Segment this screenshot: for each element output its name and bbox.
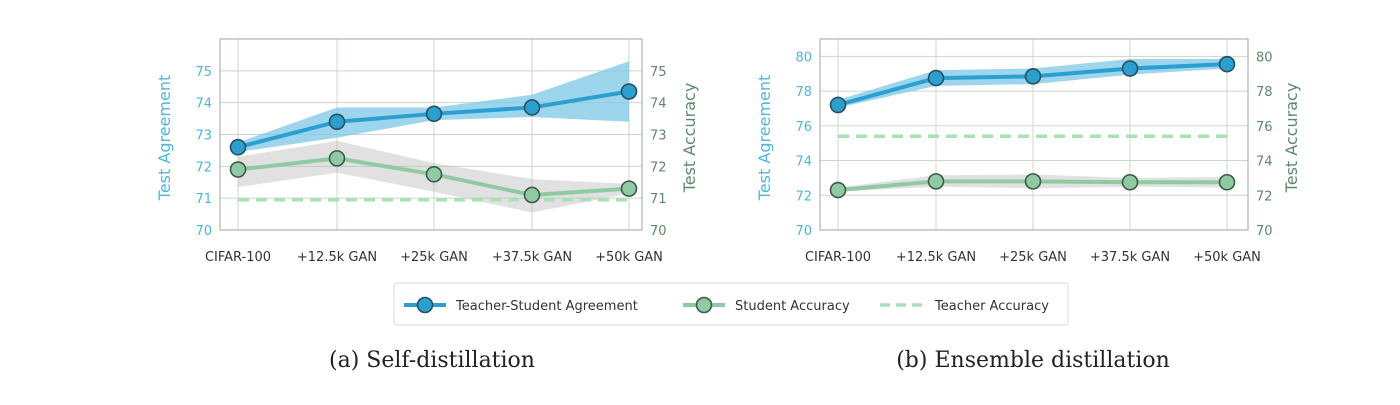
- agreement-point: [229, 138, 247, 156]
- x-tick-label: +25k GAN: [999, 250, 1067, 265]
- agreement-point: [1121, 60, 1139, 77]
- legend-agreement-label: Teacher-Student Agreement: [455, 299, 638, 314]
- y-axis-label-left: Test Agreement: [755, 75, 774, 201]
- student-accuracy-point: [1121, 173, 1139, 191]
- y-axis-label-right: Test Accuracy: [680, 83, 699, 194]
- x-tick-label: +25k GAN: [400, 250, 468, 265]
- legend-item-teacher: Teacher Accuracy: [880, 299, 1049, 314]
- y-tick-label-left: 70: [195, 224, 212, 239]
- y-tick-label-left: 71: [195, 192, 212, 207]
- y-tick-label-left: 76: [795, 120, 812, 135]
- legend: Teacher-Student Agreement Student Accura…: [393, 282, 1069, 326]
- panel-ensemble-distillation: 70 70 72 72 74 74 76 76 78 78 80 80 CIFAR-100 +12.5k …: [755, 38, 1301, 265]
- agreement-point: [927, 69, 945, 87]
- y-tick-label-left: 80: [795, 50, 812, 65]
- y-axis-label-left: Test Agreement: [155, 75, 174, 201]
- student-accuracy-point: [620, 180, 638, 197]
- legend-student-label: Student Accuracy: [735, 299, 850, 314]
- agreement-point: [1024, 68, 1042, 85]
- y-tick-label-left: 75: [195, 65, 212, 80]
- plot-frame: [219, 38, 643, 231]
- y-tick-label-left: 70: [795, 224, 812, 239]
- y-tick-label-left: 78: [795, 85, 812, 100]
- y-tick-label-left: 73: [195, 129, 212, 144]
- x-tick-label: +50k GAN: [595, 250, 663, 265]
- caption-a: (a) Self-distillation: [329, 348, 535, 373]
- y-tick-label-right: 78: [1256, 85, 1273, 100]
- y-tick-label-right: 70: [1256, 224, 1273, 239]
- y-tick-label-right: 74: [1256, 155, 1273, 170]
- y-axis-label-right: Test Accuracy: [1282, 83, 1301, 194]
- x-tick-label: +37.5k GAN: [492, 250, 572, 265]
- agreement-point: [620, 83, 638, 100]
- x-tick-label: +12.5k GAN: [896, 250, 976, 265]
- agreement-point: [829, 96, 847, 114]
- legend-item-agreement: Teacher-Student Agreement: [404, 296, 638, 314]
- x-tick-label: CIFAR-100: [805, 250, 871, 265]
- legend-box: [393, 282, 1069, 326]
- y-tick-label-right: 76: [1256, 120, 1273, 135]
- plot-frame: [819, 38, 1249, 231]
- y-tick-label-right: 75: [650, 65, 667, 80]
- y-tick-label-right: 70: [650, 224, 667, 239]
- legend-student-marker: [695, 296, 713, 314]
- y-tick-label-right: 74: [650, 97, 667, 112]
- agreement-point: [328, 113, 346, 131]
- x-tick-label: +37.5k GAN: [1090, 250, 1170, 265]
- legend-item-student: Student Accuracy: [683, 296, 850, 314]
- student-accuracy-point: [523, 186, 541, 204]
- y-tick-label-left: 74: [195, 97, 212, 112]
- x-tick-label: CIFAR-100: [205, 250, 271, 265]
- y-tick-label-right: 72: [650, 160, 667, 175]
- y-tick-label-right: 71: [650, 192, 667, 207]
- y-tick-label-left: 72: [195, 160, 212, 175]
- student-accuracy-point: [229, 161, 247, 178]
- y-tick-label-left: 74: [795, 155, 812, 170]
- panel-self-distillation: 70 70 71 71 72 72 73 73 74 74 75 75 CIFAR-100 +12.5k …: [155, 38, 699, 265]
- agreement-point: [1218, 55, 1236, 73]
- student-accuracy-point: [425, 165, 443, 183]
- y-tick-label-left: 72: [795, 189, 812, 204]
- agreement-point: [425, 105, 443, 123]
- legend-agreement-marker: [416, 296, 434, 314]
- y-tick-label-right: 73: [650, 129, 667, 144]
- student-accuracy-point: [829, 181, 847, 199]
- legend-teacher-label: Teacher Accuracy: [934, 299, 1049, 314]
- x-tick-label: +12.5k GAN: [297, 250, 377, 265]
- agreement-point: [523, 99, 541, 116]
- student-accuracy-point: [927, 173, 945, 190]
- y-tick-label-right: 72: [1256, 189, 1273, 204]
- caption-b: (b) Ensemble distillation: [896, 348, 1170, 373]
- y-tick-label-right: 80: [1256, 50, 1273, 65]
- x-tick-label: +50k GAN: [1193, 250, 1261, 265]
- student-accuracy-point: [1024, 173, 1042, 190]
- student-accuracy-point: [328, 150, 346, 167]
- student-accuracy-point: [1218, 173, 1236, 191]
